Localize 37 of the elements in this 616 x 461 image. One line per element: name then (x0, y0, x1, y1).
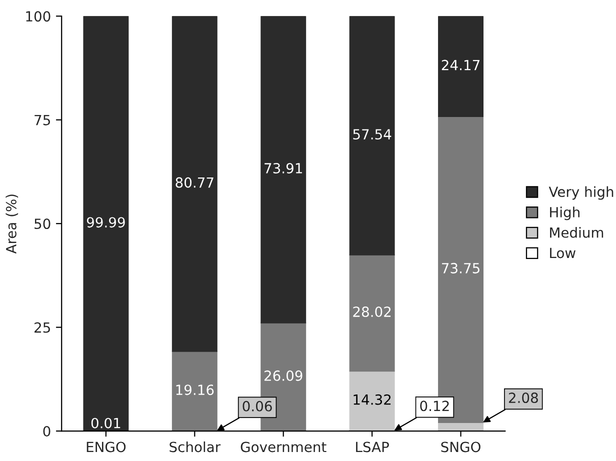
x-tick-label: ENGO (86, 442, 126, 452)
bar (349, 254, 395, 372)
data-label: 26.09 (264, 370, 302, 381)
legend-label: Medium (550, 227, 604, 238)
bar (349, 16, 395, 256)
bar (172, 350, 218, 432)
data-label: 14.32 (354, 394, 391, 405)
bar (438, 16, 484, 117)
x-tick-label: Government (240, 442, 326, 452)
y-tick-label: 100 (26, 11, 50, 22)
data-label: 80.77 (176, 177, 214, 188)
y-tick-label: 75 (34, 115, 50, 126)
data-label: 24.17 (442, 60, 480, 70)
y-tick-label: 0 (43, 426, 50, 437)
data-label: 2.08 (508, 392, 538, 404)
data-label: 73.91 (264, 162, 302, 174)
legend-label: Low (550, 248, 576, 258)
bar (260, 16, 306, 324)
data-label: 73.75 (442, 262, 480, 274)
x-tick-label: SNGO (441, 442, 480, 452)
bar (172, 16, 218, 352)
data-label: 0.12 (420, 400, 449, 412)
data-label: 28.02 (353, 306, 391, 318)
bar (83, 16, 129, 432)
y-tick-label: 50 (34, 218, 50, 230)
bar (349, 370, 395, 432)
legend-label: High (550, 206, 580, 220)
data-label: 57.54 (353, 129, 392, 140)
x-tick-label: LSAP (356, 442, 389, 452)
data-label: 19.16 (176, 384, 214, 396)
legend-label: Very high (548, 186, 614, 200)
data-label: 0.06 (242, 400, 272, 412)
y-axis-title: Area (%) (6, 194, 18, 254)
data-label: 0.01 (91, 418, 120, 428)
y-tick-label: 25 (34, 322, 50, 333)
x-tick-label: Scholar (170, 441, 221, 452)
data-label: 99.99 (86, 217, 125, 228)
